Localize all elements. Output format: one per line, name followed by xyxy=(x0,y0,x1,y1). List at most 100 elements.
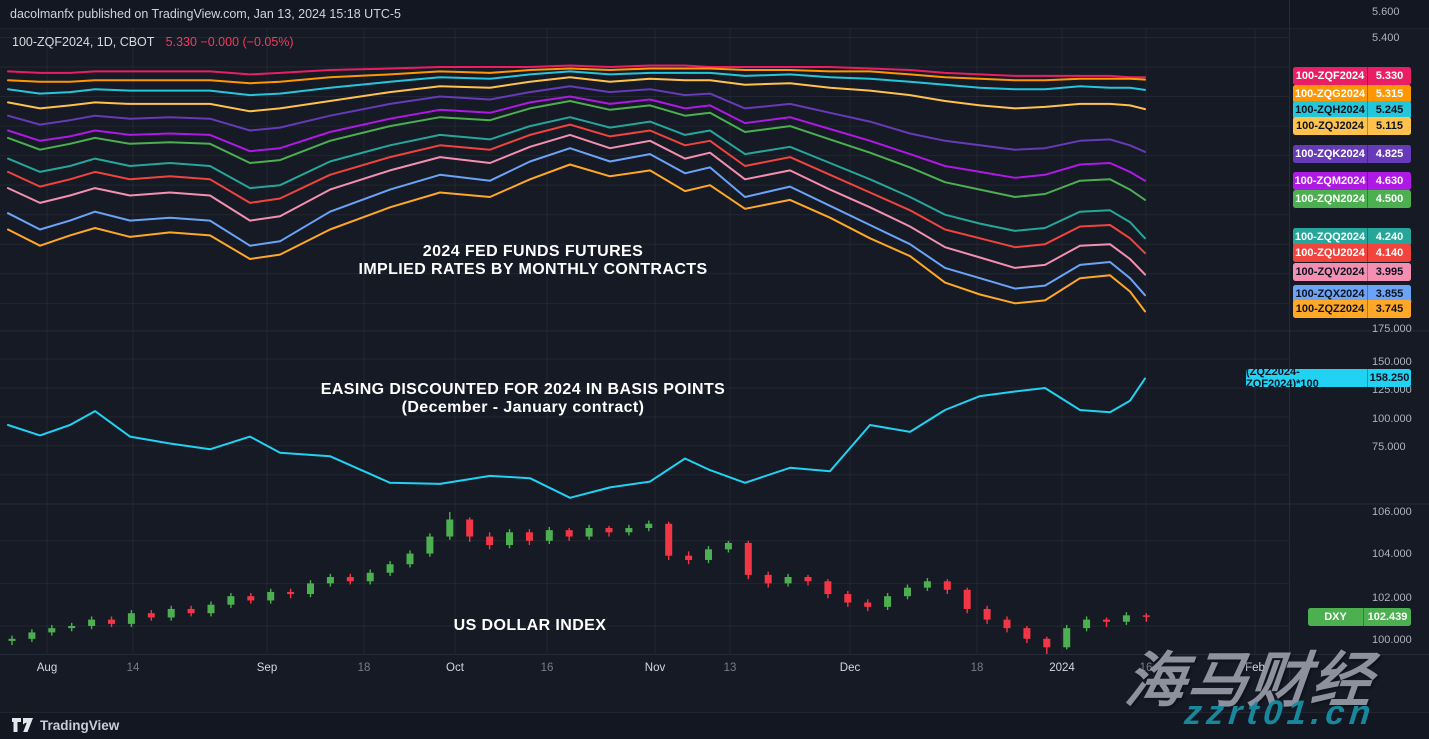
candle-body xyxy=(1043,638,1051,648)
tradingview-logo-icon xyxy=(12,718,33,732)
candle-body xyxy=(685,555,693,560)
candle-body xyxy=(1103,619,1110,622)
price-label-name: 100-ZQV2024 xyxy=(1295,266,1365,278)
candle-body xyxy=(625,528,633,533)
pane1-title: 2024 FED FUNDS FUTURES IMPLIED RATES BY … xyxy=(358,243,708,278)
candle-body xyxy=(406,553,414,565)
candle-body xyxy=(705,549,712,560)
candle-body xyxy=(8,638,16,641)
price-label-value: 4.500 xyxy=(1367,190,1411,208)
pane2-title: EASING DISCOUNTED FOR 2024 IN BASIS POIN… xyxy=(320,381,726,416)
price-axis-label: 175.000 xyxy=(1372,323,1412,335)
footer-bar: TradingView xyxy=(0,712,1429,739)
price-label-name: 100-ZQH2024 xyxy=(1295,104,1365,116)
candle-body xyxy=(764,574,772,584)
rate-line-100-ZQQ2024[interactable] xyxy=(7,116,1146,240)
time-axis-label: 13 xyxy=(723,662,737,674)
price-label-100-ZQU2024: 100-ZQU2024 4.140 xyxy=(1293,244,1411,262)
price-label-name: 100-ZQM2024 xyxy=(1294,175,1366,187)
chart-area[interactable]: 100-ZQF2024, 1D, CBOT 5.330 −0.000 (−0.0… xyxy=(0,28,1429,712)
price-scale[interactable]: 5.6005.4004.400200.000175.000150.000125.… xyxy=(1289,0,1429,684)
price-label-value: 5.245 xyxy=(1367,101,1411,119)
rate-line-100-ZQF2024[interactable] xyxy=(7,64,1146,79)
candle-body xyxy=(1122,615,1130,622)
candle-body xyxy=(744,542,752,575)
price-label-value: 102.439 xyxy=(1363,608,1411,626)
price-label-value: 4.825 xyxy=(1367,145,1411,163)
price-label-value: 5.315 xyxy=(1367,85,1411,103)
price-label-100-ZQF2024: 100-ZQF2024 5.330 xyxy=(1293,67,1411,85)
price-label-value: 158.250 xyxy=(1367,369,1411,387)
price-label-100-ZQH2024: 100-ZQH2024 5.245 xyxy=(1293,101,1411,119)
rate-line-100-ZQH2024[interactable] xyxy=(7,70,1146,97)
price-label-name: 100-ZQX2024 xyxy=(1295,288,1365,300)
time-axis-label: 18 xyxy=(970,662,984,674)
candle-body xyxy=(864,602,872,607)
price-label-value: 4.140 xyxy=(1367,244,1411,262)
price-label-value: 5.330 xyxy=(1367,67,1411,85)
legend-last-price: 5.330 xyxy=(165,35,197,49)
rate-line-100-ZQJ2024[interactable] xyxy=(7,76,1146,113)
price-axis-label: 106.000 xyxy=(1372,506,1412,518)
pane3-title: US DOLLAR INDEX xyxy=(453,617,607,634)
chart-canvas[interactable] xyxy=(0,29,1429,683)
time-scale[interactable]: Aug 14 Sep 18 Oct 16 Nov 13 Dec 18 2024 16 Feb xyxy=(0,654,1429,684)
candle-body xyxy=(923,581,931,588)
candle-body xyxy=(565,530,573,537)
candle-body xyxy=(1023,628,1031,639)
price-label-100-ZQK2024: 100-ZQK2024 4.825 xyxy=(1293,145,1411,163)
time-axis-label: Sep xyxy=(256,662,278,674)
time-axis-label: Dec xyxy=(839,662,861,674)
rate-line-100-ZQN2024[interactable] xyxy=(7,100,1146,201)
rate-line-100-ZQM2024[interactable] xyxy=(7,95,1146,182)
candle-body xyxy=(227,596,235,605)
price-label-100-ZQZ2024: 100-ZQZ2024 3.745 xyxy=(1293,300,1411,318)
candle-body xyxy=(207,604,215,614)
price-label-100-ZQN2024: 100-ZQN2024 4.500 xyxy=(1293,190,1411,208)
easing-spread-line[interactable] xyxy=(7,377,1146,499)
time-axis-label: 16 xyxy=(540,662,554,674)
candle-body xyxy=(426,536,434,554)
candle-body xyxy=(645,523,653,529)
candle-body xyxy=(267,591,275,601)
price-label-name: 100-ZQG2024 xyxy=(1294,88,1366,100)
candle-body xyxy=(585,528,593,537)
symbol-legend[interactable]: 100-ZQF2024, 1D, CBOT 5.330 −0.000 (−0.0… xyxy=(12,35,294,49)
price-axis-label: 125.000 xyxy=(1372,384,1412,396)
candle-body xyxy=(904,587,911,597)
candle-body xyxy=(28,632,36,639)
price-axis-label: 100.000 xyxy=(1372,634,1412,646)
tradingview-brand[interactable]: TradingView xyxy=(12,718,119,733)
candle-body xyxy=(187,608,195,614)
time-axis-label: Aug xyxy=(36,662,58,674)
candle-body xyxy=(346,577,354,582)
legend-symbol[interactable]: 100-ZQF2024, 1D, CBOT xyxy=(12,35,155,49)
price-axis-label: 102.000 xyxy=(1372,592,1412,604)
publish-info-bar: dacolmanfx published on TradingView.com,… xyxy=(0,0,1429,28)
candle-body xyxy=(326,577,334,584)
price-label-name: 100-ZQF2024 xyxy=(1295,70,1365,82)
candle-body xyxy=(943,581,951,590)
price-axis-label: 100.000 xyxy=(1372,413,1412,425)
price-axis-label: 104.000 xyxy=(1372,548,1412,560)
candle-body xyxy=(466,519,474,537)
rate-line-100-ZQX2024[interactable] xyxy=(7,147,1146,297)
price-label-value: 3.855 xyxy=(1367,285,1411,303)
candle-body xyxy=(983,608,991,620)
candle-body xyxy=(963,589,971,609)
price-label-100-ZQG2024: 100-ZQG2024 5.315 xyxy=(1293,85,1411,103)
price-label-name: (ZQZ2024-ZQF2024)*100 xyxy=(1246,369,1319,387)
rate-line-100-ZQK2024[interactable] xyxy=(7,85,1146,153)
price-label-100-ZQM2024: 100-ZQM2024 4.630 xyxy=(1293,172,1411,190)
price-label-name: 100-ZQZ2024 xyxy=(1295,303,1365,315)
rate-line-100-ZQG2024[interactable] xyxy=(7,67,1146,85)
rate-line-100-ZQU2024[interactable] xyxy=(7,123,1146,255)
candle-body xyxy=(88,619,96,626)
time-axis-label: Oct xyxy=(446,662,464,674)
candle-body xyxy=(665,523,673,556)
price-label-name: 100-ZQK2024 xyxy=(1295,148,1365,160)
candle-body xyxy=(386,564,394,573)
rate-line-100-ZQZ2024[interactable] xyxy=(7,163,1146,313)
rate-line-100-ZQV2024[interactable] xyxy=(7,133,1146,276)
price-label-name: 100-ZQJ2024 xyxy=(1296,120,1364,132)
